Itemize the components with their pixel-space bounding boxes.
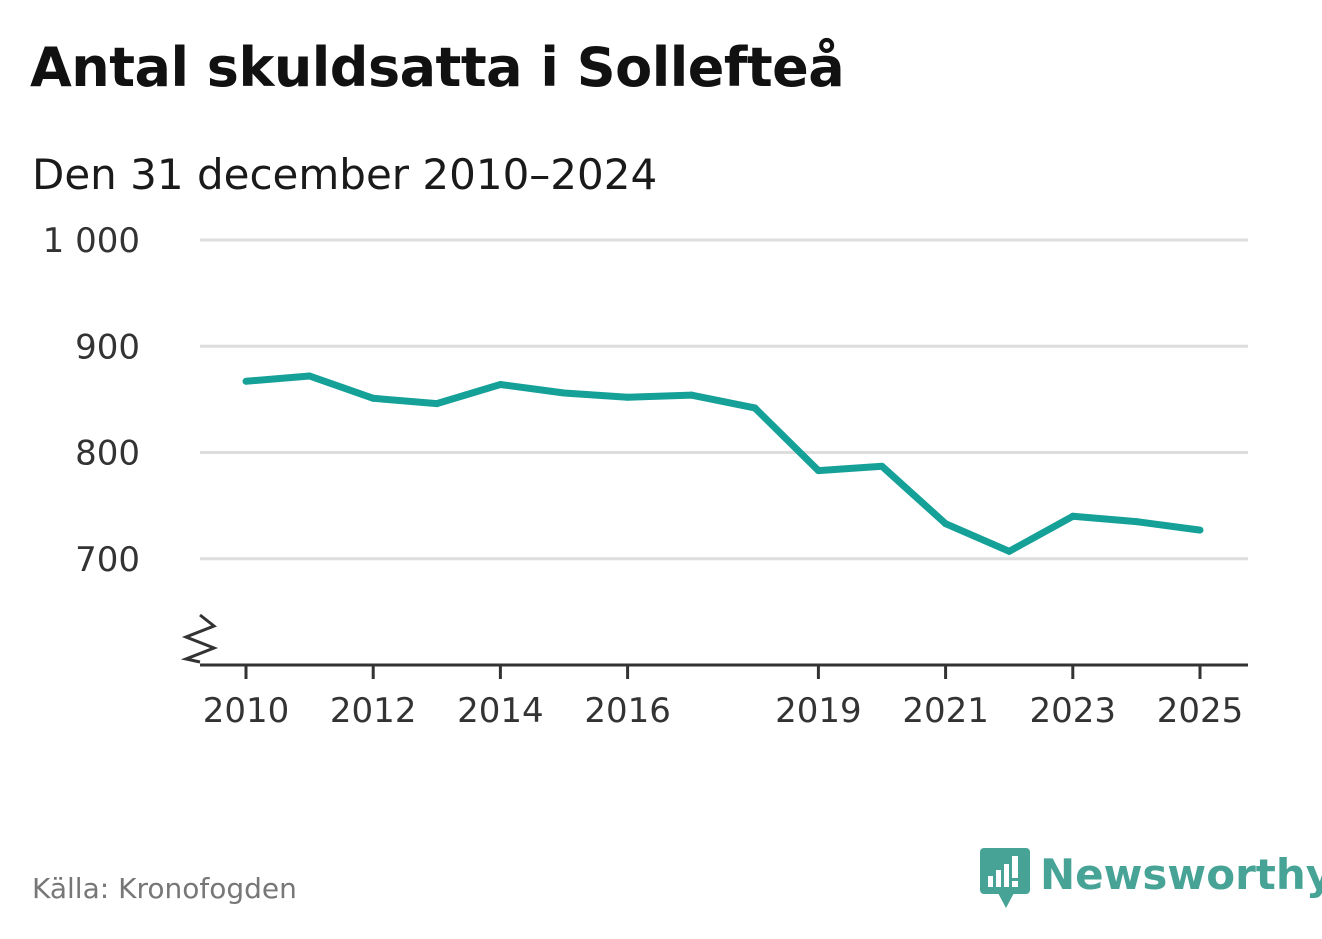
x-tick-label: 2021 [902, 691, 989, 731]
x-tick-label: 2014 [457, 691, 544, 731]
x-tick-label: 2025 [1157, 691, 1244, 731]
data-point-2022 [1005, 547, 1013, 555]
data-point-2023 [1069, 512, 1077, 520]
data-point-2012 [369, 394, 377, 402]
y-tick-label: 1 000 [43, 221, 140, 261]
source-note: Källa: Kronofogden [32, 872, 297, 905]
gridlines [200, 238, 1248, 561]
y-axis-break-symbol [180, 613, 219, 664]
chart-title: Antal skuldsatta i Sollefteå [30, 36, 845, 99]
data-point-2018 [751, 404, 759, 412]
data-point-2024 [1132, 518, 1140, 526]
x-tick-label: 2010 [203, 691, 290, 731]
chart-subtitle: Den 31 december 2010–2024 [32, 150, 658, 199]
data-point-2019 [814, 467, 822, 475]
x-axis [180, 613, 1248, 679]
y-tick-label: 700 [75, 540, 140, 580]
y-axis-labels: 700 800 900 1 000 [43, 221, 140, 580]
data-point-2014 [496, 381, 504, 388]
data-point-2021 [942, 520, 950, 528]
data-point-2013 [433, 400, 441, 408]
series-line [245, 372, 1201, 555]
data-point-2016 [624, 393, 632, 401]
x-axis-labels: 2010 2012 2014 2016 2019 2021 2023 2025 [203, 691, 1244, 731]
data-point-2010 [242, 377, 250, 385]
newsworthy-logo-icon [980, 848, 1030, 908]
x-tick-label: 2012 [330, 691, 417, 731]
newsworthy-logo-text: Newsworthy [1040, 850, 1322, 899]
x-tick-label: 2019 [775, 691, 862, 731]
x-tick-label: 2023 [1030, 691, 1117, 731]
data-point-2015 [560, 389, 568, 397]
y-tick-label: 800 [75, 434, 140, 474]
newsworthy-logo[interactable]: Newsworthy [980, 848, 1322, 912]
y-tick-label: 900 [75, 327, 140, 367]
data-point-2011 [306, 372, 314, 380]
data-point-2025 [1196, 526, 1204, 534]
x-tick-label: 2016 [584, 691, 671, 731]
data-point-2020 [878, 462, 886, 470]
data-point-2017 [687, 391, 695, 399]
series-layer [242, 372, 1204, 555]
